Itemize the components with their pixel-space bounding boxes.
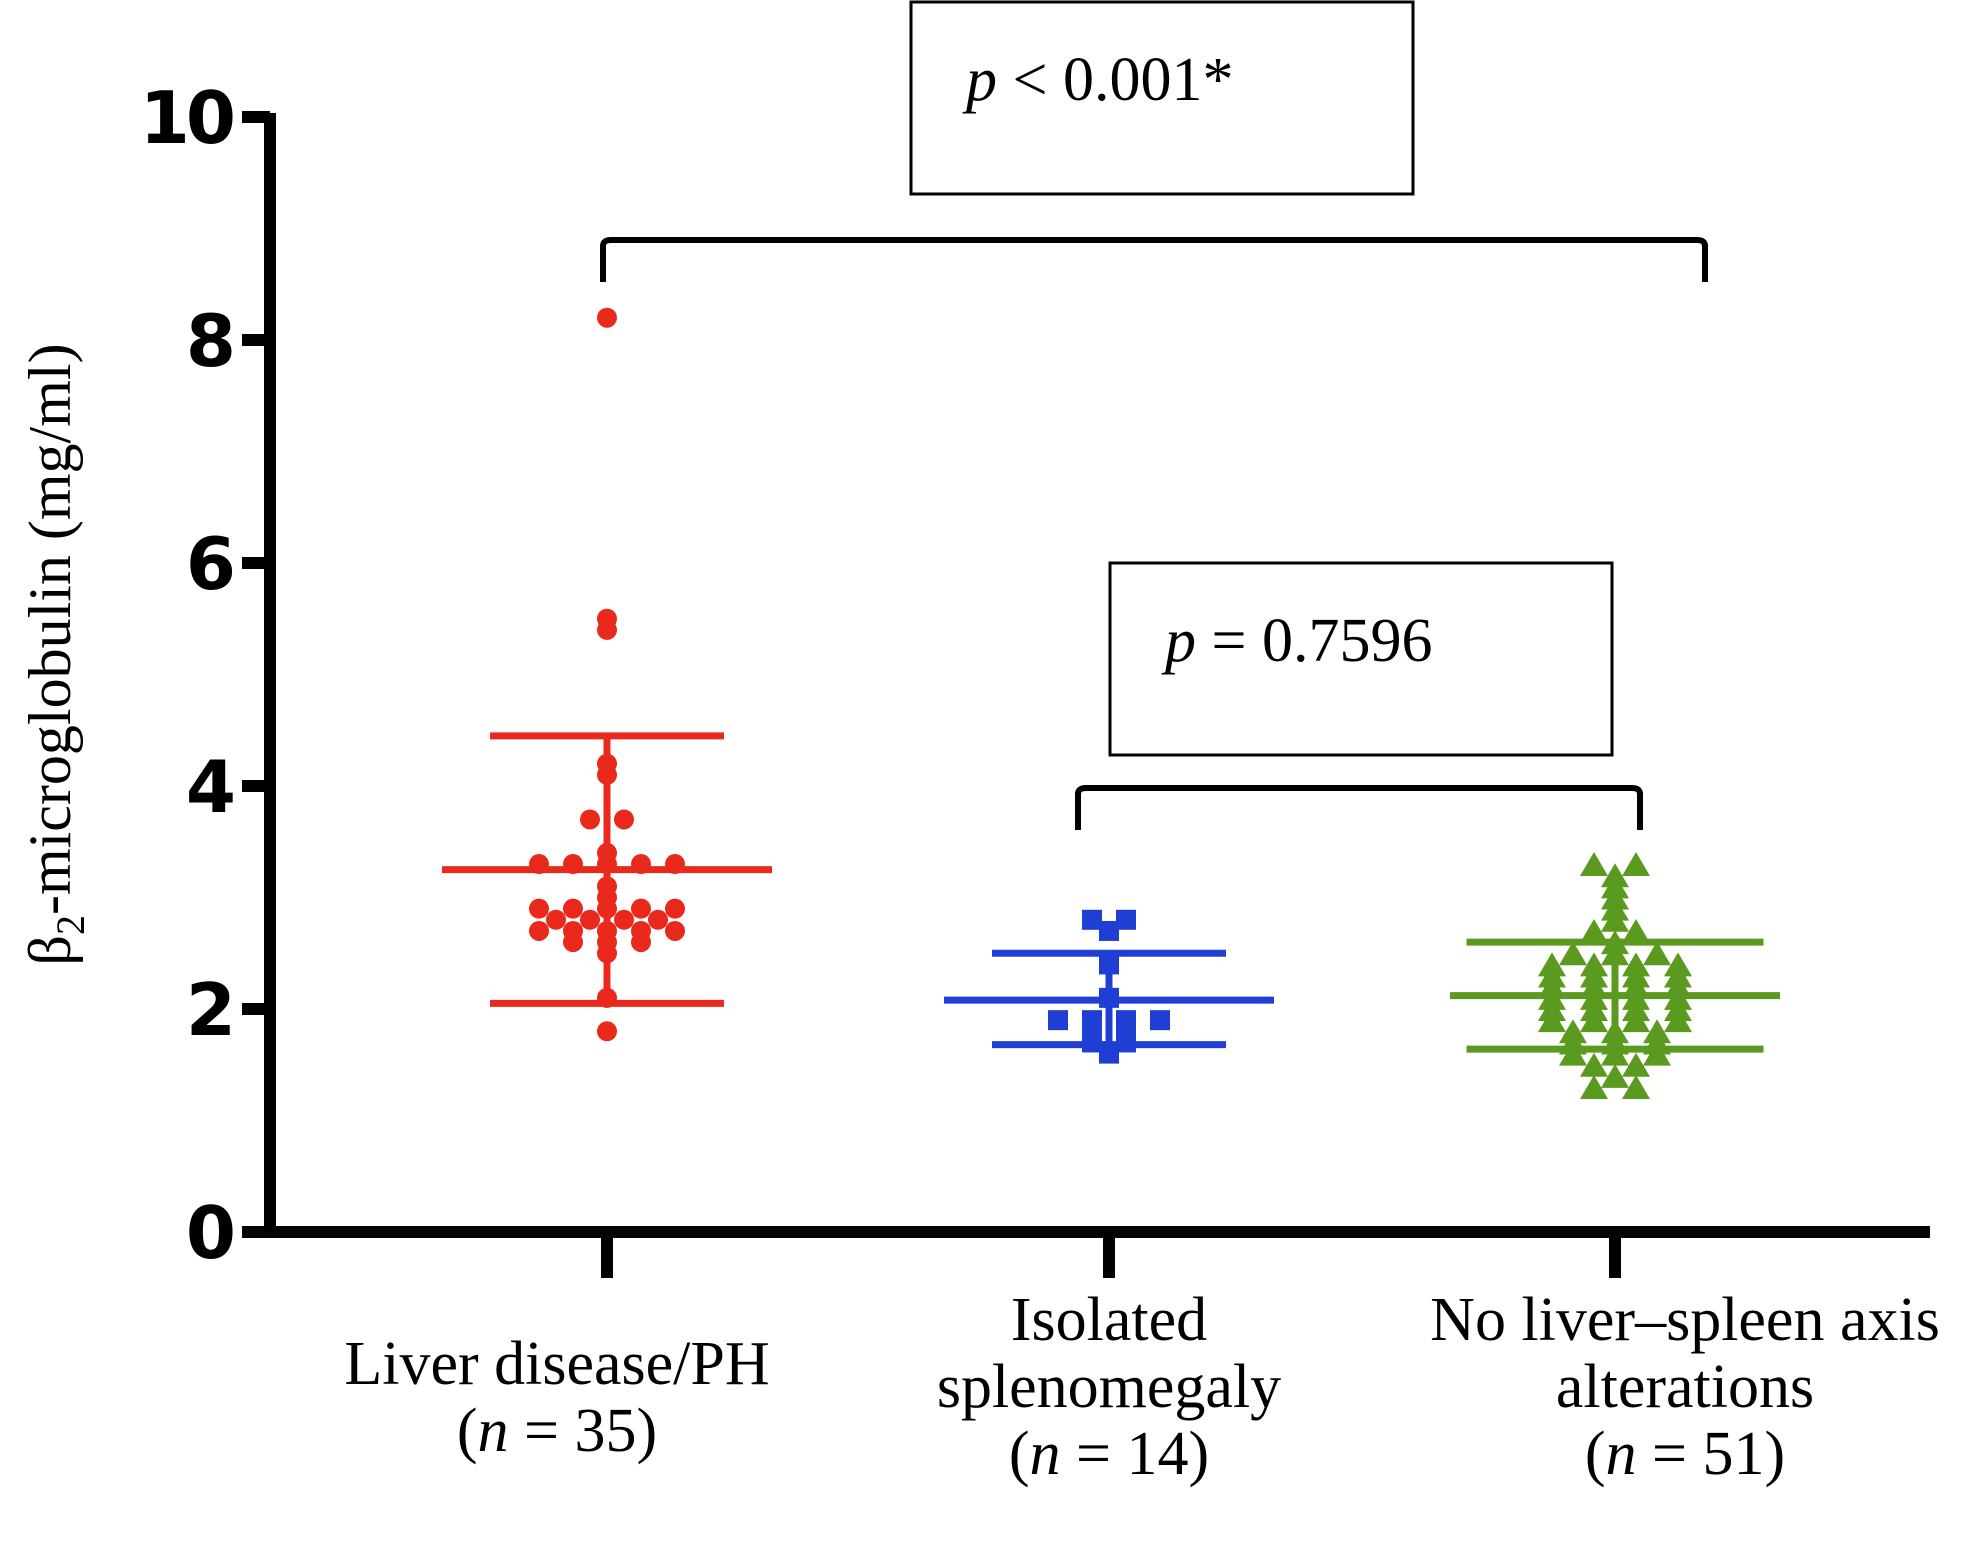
data-point	[563, 898, 583, 919]
data-point	[1538, 1008, 1566, 1033]
comparison-bracket	[600, 237, 1708, 282]
p-value-box	[1108, 561, 1614, 757]
data-point	[1580, 918, 1608, 943]
y-tick-label: 0	[186, 1191, 233, 1275]
series-1	[442, 307, 772, 1042]
data-point	[665, 920, 685, 941]
data-point	[1116, 909, 1136, 930]
data-point	[529, 898, 549, 919]
data-point	[580, 809, 600, 830]
y-axis-label: β2-microglobulin (mg/ml)	[17, 343, 93, 965]
data-point	[1601, 1063, 1629, 1088]
p-value-text: p = 0.7596	[1161, 607, 1432, 675]
y-tick-label: 8	[186, 299, 232, 383]
data-point	[1622, 1052, 1650, 1077]
data-point	[1622, 852, 1650, 877]
category-label-line: Liver disease/PH	[344, 1330, 769, 1398]
data-point	[1580, 1008, 1608, 1033]
y-axis: 0 2 4 6 8 10	[140, 76, 276, 1275]
category-n-label: (n = 51)	[1585, 1420, 1785, 1488]
data-point	[597, 619, 617, 640]
data-point	[1601, 1041, 1629, 1066]
category-labels: Liver disease/PH(n = 35) Isolatedsplenome…	[344, 1286, 1939, 1488]
data-point	[1580, 1052, 1608, 1077]
y-tick-label: 10	[140, 76, 233, 160]
data-point	[1048, 1010, 1068, 1031]
comparison-bracket	[1075, 785, 1643, 830]
category-label-line: splenomegaly	[937, 1353, 1281, 1421]
y-tick-label: 4	[186, 745, 233, 829]
series-3	[1450, 852, 1780, 1100]
data-series	[442, 307, 1780, 1100]
category-label-line: Isolated	[1011, 1286, 1207, 1354]
data-point	[614, 809, 634, 830]
data-point	[614, 909, 634, 930]
data-point	[1082, 909, 1102, 930]
p-value-text: p < 0.001*	[962, 46, 1233, 114]
category-n-label: (n = 14)	[1009, 1420, 1209, 1488]
data-point	[1664, 1008, 1692, 1033]
data-point	[1643, 941, 1671, 966]
comparison-2: p = 0.7596	[1075, 561, 1643, 830]
data-point	[580, 909, 600, 930]
data-point	[546, 909, 566, 930]
data-point	[665, 898, 685, 919]
data-point	[1643, 1041, 1671, 1066]
data-point	[648, 909, 668, 930]
comparison-1: p < 0.001*	[600, 0, 1708, 282]
data-point	[1580, 1075, 1608, 1100]
x-axis	[264, 1226, 1930, 1278]
category-label-line: alterations	[1556, 1353, 1814, 1421]
data-point	[631, 898, 651, 919]
comparison-brackets: p < 0.001* p = 0.7596	[600, 0, 1708, 830]
data-point	[563, 932, 583, 953]
data-point	[597, 1021, 617, 1042]
category-n-label: (n = 35)	[457, 1397, 657, 1465]
data-point	[1622, 1075, 1650, 1100]
y-tick-label: 2	[186, 968, 232, 1052]
data-point	[1622, 918, 1650, 943]
data-point	[1099, 1043, 1119, 1064]
data-point	[597, 307, 617, 328]
data-point	[1559, 941, 1587, 966]
series-2	[944, 909, 1274, 1064]
data-point	[631, 932, 651, 953]
y-tick-label: 6	[186, 522, 233, 606]
data-point	[1601, 907, 1629, 932]
data-point	[529, 920, 549, 941]
data-point	[1580, 852, 1608, 877]
p-value-box	[909, 0, 1415, 196]
data-point	[1559, 1041, 1587, 1066]
data-point	[1099, 920, 1119, 941]
y-axis-title: β2-microglobulin (mg/ml)	[17, 343, 93, 965]
category-label-line: No liver–spleen axis	[1430, 1286, 1940, 1354]
data-point	[1150, 1010, 1170, 1031]
data-point	[1622, 1008, 1650, 1033]
